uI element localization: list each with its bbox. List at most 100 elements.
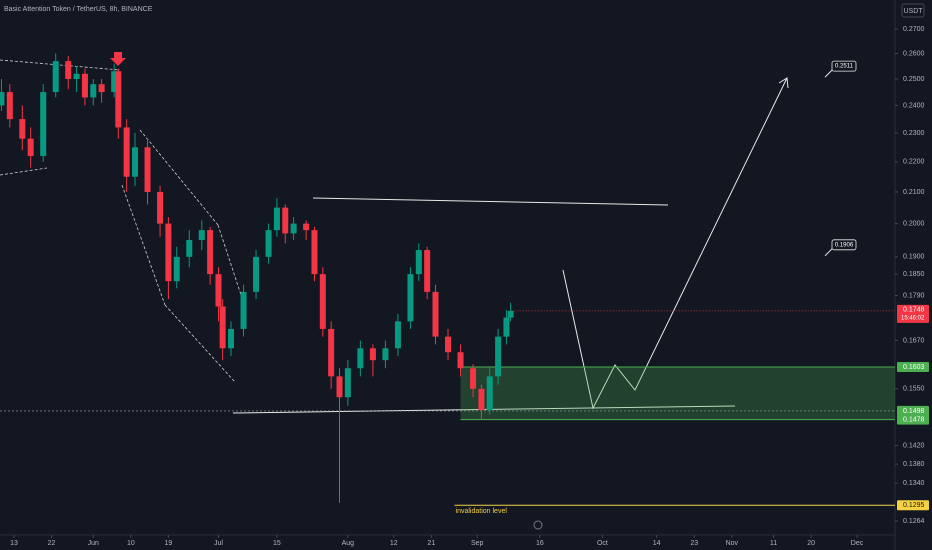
candle-body <box>328 328 335 377</box>
zone-top-tag: 0.1603 <box>903 364 925 371</box>
candle-body <box>311 230 318 275</box>
candle-body <box>344 368 351 398</box>
y-tick-label: 0.2200 <box>903 159 925 166</box>
candle-body <box>336 376 343 398</box>
candle-body <box>282 207 289 234</box>
x-tick-label: 22 <box>48 540 56 547</box>
target-label: 0.1906 <box>835 242 854 248</box>
y-tick-label: 0.2400 <box>903 102 925 109</box>
x-tick-label: 19 <box>165 540 173 547</box>
x-tick-label: Sep <box>471 540 484 547</box>
x-tick-label: 23 <box>690 540 698 547</box>
zone-top-tag-bg <box>897 362 929 373</box>
x-tick-label: 10 <box>127 540 135 547</box>
projection-path <box>562 77 788 410</box>
trendline <box>164 304 236 383</box>
candle-body <box>65 61 72 79</box>
candle-body <box>273 207 280 231</box>
candle-body <box>207 230 214 275</box>
y-tick-label: 0.1790 <box>903 292 925 299</box>
countdown: 15:46:02 <box>901 315 925 321</box>
y-tick-label: 0.1850 <box>903 271 925 278</box>
candle-body <box>81 73 88 98</box>
candle-body <box>40 92 47 156</box>
resistance-line <box>312 197 669 206</box>
candle-body <box>219 306 226 349</box>
candle-body <box>478 388 485 411</box>
last-price-tag: 0.1748 <box>903 307 925 314</box>
x-tick-label: 16 <box>536 540 544 547</box>
candle-body <box>240 291 247 329</box>
candle-body <box>90 84 97 98</box>
y-tick-label: 0.1420 <box>903 442 925 449</box>
currency-box <box>901 3 925 18</box>
x-tick-label: Jul <box>214 540 223 547</box>
candle-body <box>265 230 272 257</box>
trendline <box>139 129 219 226</box>
candle-body <box>27 138 34 156</box>
trendline <box>0 59 121 71</box>
candle-body <box>215 274 222 307</box>
y-tick-label: 0.1380 <box>903 461 925 468</box>
target-box <box>831 60 857 72</box>
chart-title: Basic Attention Token / TetherUS, 8h, BI… <box>4 6 153 13</box>
zone-bottom-tag: 0.1478 <box>903 416 925 423</box>
candle-body <box>407 274 414 322</box>
x-tick-label: Nov <box>726 540 739 547</box>
candle-body <box>186 240 193 257</box>
y-tick-label: 0.2600 <box>903 50 925 57</box>
candle-body <box>432 291 439 337</box>
zone-mid-tag: 0.1498 <box>903 408 925 415</box>
candle-body <box>198 230 205 241</box>
candle-body <box>228 328 235 349</box>
candle-body <box>319 274 326 329</box>
y-tick-label: 0.1670 <box>903 337 925 344</box>
zone-mid-tag-bg <box>897 405 929 416</box>
drawings <box>0 52 789 414</box>
y-tick-label: 0.1340 <box>903 480 925 487</box>
x-tick-label: 12 <box>390 540 398 547</box>
y-tick-label: 0.2700 <box>903 26 925 33</box>
candle-body <box>486 376 493 411</box>
candle-body <box>157 191 164 224</box>
x-tick-label: Oct <box>597 540 608 547</box>
trendline <box>121 184 166 306</box>
candle-body <box>73 73 80 79</box>
candle-body <box>445 336 452 353</box>
candle-body <box>369 348 376 361</box>
icon <box>533 520 543 530</box>
y-tick-label: 0.2500 <box>903 76 925 83</box>
candle-body <box>382 348 389 361</box>
invalidation-text: invalidation level <box>456 508 508 515</box>
candle-body <box>470 368 477 389</box>
x-tick-label: 20 <box>807 540 815 547</box>
x-tick-label: Dec <box>851 540 864 547</box>
x-tick-label: 13 <box>10 540 18 547</box>
y-tick-label: 0.2000 <box>903 220 925 227</box>
target-box <box>831 239 857 251</box>
invalidation-tag-bg <box>897 500 929 511</box>
currency: USDT <box>903 8 923 15</box>
candle-body <box>165 223 172 282</box>
candle-body <box>290 223 297 234</box>
candle-body <box>507 310 514 318</box>
candle-body <box>123 127 130 177</box>
candle-body <box>415 250 422 275</box>
down-arrow <box>110 52 126 66</box>
y-tick-label: 0.2300 <box>903 130 925 137</box>
last-price-bg <box>897 304 929 323</box>
y-tick-label: 0.1550 <box>903 386 925 393</box>
demand-zone <box>460 367 895 420</box>
x-tick-label: 15 <box>273 540 281 547</box>
candle-body <box>111 71 118 93</box>
candle-body <box>424 250 431 292</box>
candle-body <box>495 336 502 377</box>
y-tick-label: 0.1900 <box>903 254 925 261</box>
candle-body <box>144 147 151 192</box>
candle-body <box>52 61 59 93</box>
candle-body <box>132 147 139 177</box>
candle-body <box>115 71 122 128</box>
x-tick-label: 11 <box>770 540 777 547</box>
